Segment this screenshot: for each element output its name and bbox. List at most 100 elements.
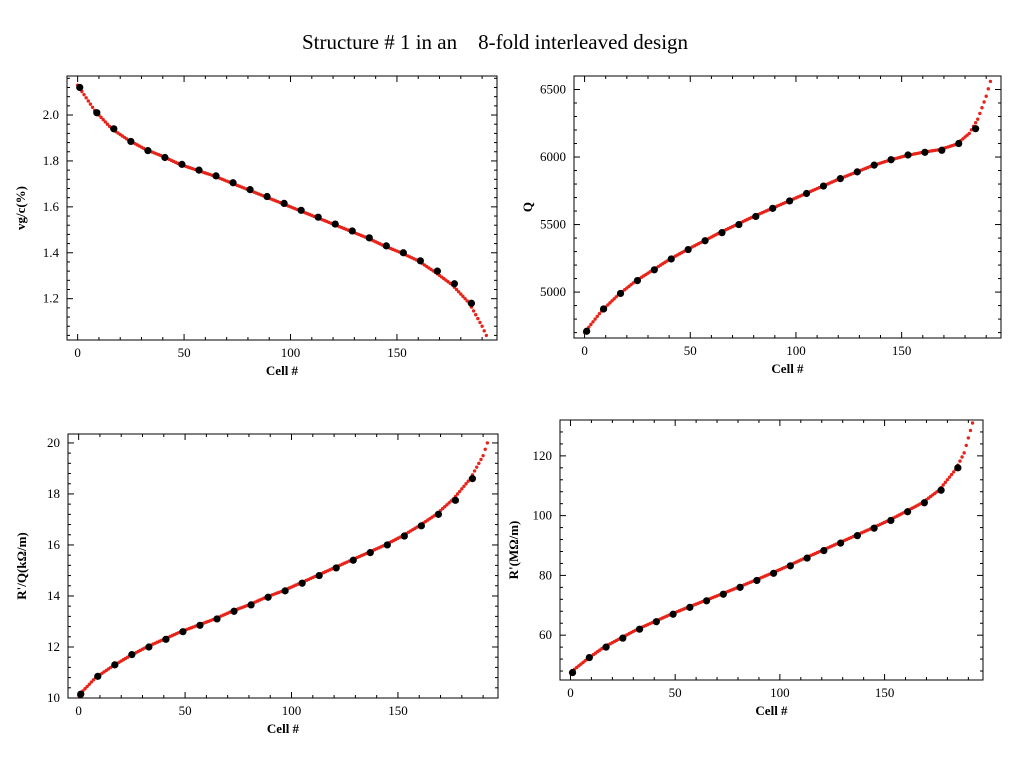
cell-marker <box>667 255 675 263</box>
curve-point <box>454 287 459 292</box>
cell-marker <box>144 147 152 155</box>
cell-marker <box>263 192 271 201</box>
y-axis-label: vg/c(%) <box>13 186 28 230</box>
cell-marker <box>128 651 136 659</box>
cell-marker <box>76 83 84 92</box>
curve-point <box>459 292 463 296</box>
cell-marker <box>752 212 760 221</box>
cell-marker <box>145 643 153 651</box>
curve-point <box>986 87 991 91</box>
cell-marker <box>650 266 658 274</box>
cell-marker <box>110 125 118 133</box>
cell-marker <box>920 499 928 507</box>
y-tick-label: 80 <box>539 567 552 582</box>
cell-marker <box>230 607 238 615</box>
x-tick-label: 0 <box>75 703 82 718</box>
curve-point <box>85 684 89 689</box>
cell-marker <box>870 161 878 169</box>
cell-marker <box>348 227 356 235</box>
x-axis-label: Cell # <box>267 721 300 736</box>
curve-point <box>478 320 482 325</box>
cell-marker <box>280 199 288 208</box>
cell-marker <box>853 532 861 540</box>
y-tick-label: 1.4 <box>43 245 60 260</box>
cell-marker <box>468 475 477 483</box>
cell-marker <box>718 229 726 237</box>
x-tick-label: 150 <box>875 685 895 700</box>
curve-point <box>949 472 954 477</box>
x-tick-label: 100 <box>786 343 806 358</box>
curve-point <box>482 329 486 333</box>
cell-marker <box>684 245 692 254</box>
curve-point <box>105 122 110 126</box>
y-tick-label: 6000 <box>540 149 566 164</box>
cell-marker <box>633 277 642 285</box>
cell-marker <box>972 125 980 133</box>
cell-marker <box>365 234 373 242</box>
cell-marker <box>399 249 407 257</box>
curve-point <box>984 94 988 98</box>
cell-marker <box>904 508 912 516</box>
cell-marker <box>349 556 357 564</box>
y-tick-label: 16 <box>47 537 61 552</box>
curve-point <box>82 92 86 97</box>
curve-point <box>591 320 595 324</box>
curve-point <box>103 120 108 124</box>
cell-marker <box>954 464 962 472</box>
cell-marker <box>93 109 101 117</box>
curve-point <box>479 457 483 462</box>
curve-point <box>962 451 966 455</box>
curve-point <box>951 470 956 474</box>
curve-point <box>460 487 464 491</box>
y-axis-label: Q <box>520 202 535 212</box>
curve-point <box>87 682 91 686</box>
cell-marker <box>195 166 203 174</box>
curve-point <box>101 117 105 122</box>
curve-point <box>964 443 968 448</box>
cell-marker <box>298 579 306 587</box>
cell-marker <box>836 175 844 183</box>
curve-point <box>91 678 96 682</box>
cell-marker <box>837 539 845 547</box>
curve-point <box>612 297 616 301</box>
curve-point <box>483 447 487 452</box>
curve-point <box>943 480 948 485</box>
y-tick-label: 6500 <box>540 82 566 97</box>
cell-marker <box>820 546 828 555</box>
cell-marker <box>196 621 204 629</box>
curve-point <box>107 124 112 129</box>
cell-marker <box>735 220 743 229</box>
cell-marker <box>769 569 778 577</box>
curve-point <box>941 483 945 487</box>
cell-marker <box>264 593 272 601</box>
curve-point <box>88 102 93 106</box>
x-axis-label: Cell # <box>266 363 299 378</box>
cell-marker <box>331 220 339 228</box>
y-tick-label: 2.0 <box>43 107 59 122</box>
y-tick-label: 5000 <box>540 284 566 299</box>
curve-point <box>476 316 480 321</box>
x-tick-label: 100 <box>770 685 790 700</box>
cell-marker <box>281 587 289 595</box>
curve-point <box>457 489 462 494</box>
curve-point <box>484 333 489 338</box>
y-tick-label: 120 <box>533 448 553 463</box>
curve-point <box>455 492 460 496</box>
y-tick-label: 1.6 <box>43 199 60 214</box>
curve-point <box>958 459 962 463</box>
x-tick-label: 50 <box>684 343 697 358</box>
cell-marker <box>887 156 895 164</box>
plot-frame <box>66 75 498 341</box>
cell-marker <box>416 257 424 265</box>
cell-marker <box>467 299 476 307</box>
curve-point <box>472 469 477 473</box>
curve-point <box>947 475 952 479</box>
curve-point <box>966 436 971 440</box>
curve-point <box>970 421 975 425</box>
cell-marker <box>652 618 660 626</box>
y-axis-label: R'/Q(kΩ/m) <box>14 532 29 599</box>
x-axis-label: Cell # <box>771 361 804 376</box>
y-axis-label: R'(MΩ/m) <box>506 521 521 580</box>
cell-marker <box>332 564 340 572</box>
